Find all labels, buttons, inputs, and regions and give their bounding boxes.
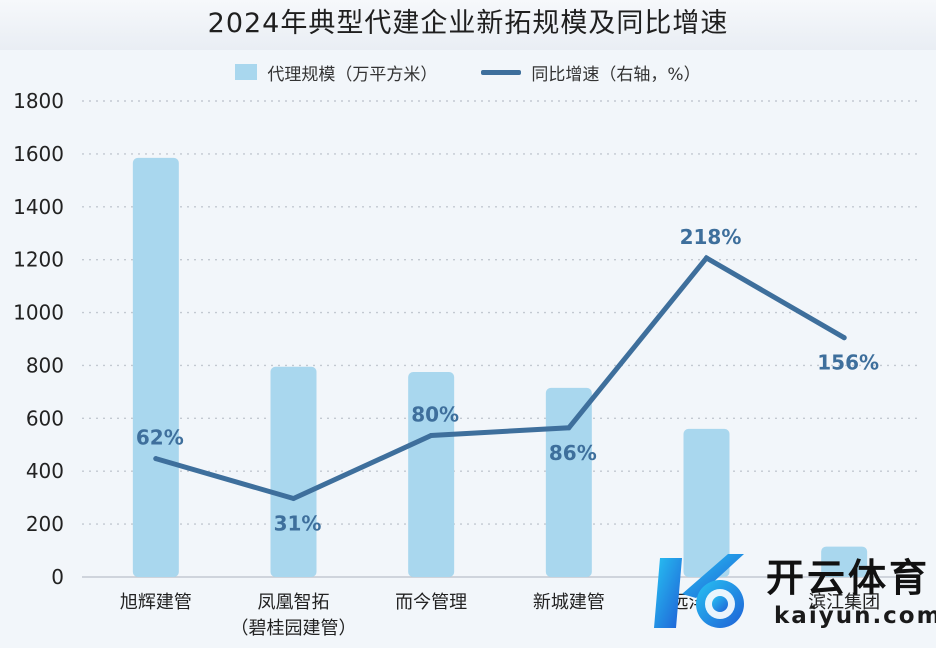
y-tick-label: 1600 xyxy=(13,142,64,166)
legend-label-bars: 代理规模（万平方米） xyxy=(267,64,438,85)
line-data-label: 218% xyxy=(680,225,742,249)
x-tick-label: 旭辉建管 xyxy=(120,592,192,613)
bar xyxy=(683,428,730,577)
y-tick-label: 0 xyxy=(51,565,64,589)
y-tick-label: 1000 xyxy=(13,301,64,325)
line-point xyxy=(566,425,572,431)
x-tick-label-sub: （碧桂园建管） xyxy=(231,618,357,639)
series-line xyxy=(153,254,847,502)
legend-item-line: 同比增速（右轴，%） xyxy=(481,60,701,85)
line-point xyxy=(704,255,709,261)
line-data-label: 156% xyxy=(817,351,879,375)
legend: 代理规模（万平方米） 同比增速（右轴，%） xyxy=(0,58,936,86)
legend-label-line: 同比增速（右轴，%） xyxy=(531,64,701,85)
bar xyxy=(408,372,455,577)
legend-swatch-bars xyxy=(235,64,258,80)
y-tick-label: 600 xyxy=(26,406,64,430)
y-tick-label: 200 xyxy=(26,512,64,536)
line-data-label: 62% xyxy=(136,426,184,450)
x-tick-label: 而今管理 xyxy=(395,592,467,613)
chart-title: 2024年典型代建企业新拓规模及同比增速 xyxy=(207,8,729,39)
y-tick-label: 400 xyxy=(26,459,64,483)
line-data-label: 86% xyxy=(549,441,597,465)
x-tick-label: 新城建管 xyxy=(533,592,605,613)
bar xyxy=(132,157,179,577)
bar xyxy=(270,366,317,577)
bar xyxy=(545,387,592,577)
y-tick-label: 1800 xyxy=(13,89,64,113)
legend-item-bars: 代理规模（万平方米） xyxy=(235,60,437,85)
line-point xyxy=(153,456,159,462)
y-tick-label: 1400 xyxy=(13,195,64,219)
line-point xyxy=(291,496,296,502)
y-tick-label: 800 xyxy=(26,353,64,377)
line-data-label: 31% xyxy=(274,512,322,536)
x-tick-label: 滨江集团 xyxy=(808,592,880,613)
watermark-domain: kaiyun.com xyxy=(774,603,936,629)
line-point xyxy=(841,335,847,341)
watermark-brand: 开云体育 xyxy=(766,556,931,600)
bar xyxy=(821,546,868,577)
y-tick-label: 1200 xyxy=(13,248,64,272)
legend-swatch-line xyxy=(481,69,522,75)
watermark-logo-icon xyxy=(654,554,744,628)
line-data-label: 80% xyxy=(411,402,459,426)
x-tick-label: 凤凰智拓 xyxy=(258,592,330,613)
line-point xyxy=(428,432,434,438)
title-band xyxy=(0,0,936,50)
watermark: 开云体育 kaiyun.com xyxy=(652,548,936,640)
